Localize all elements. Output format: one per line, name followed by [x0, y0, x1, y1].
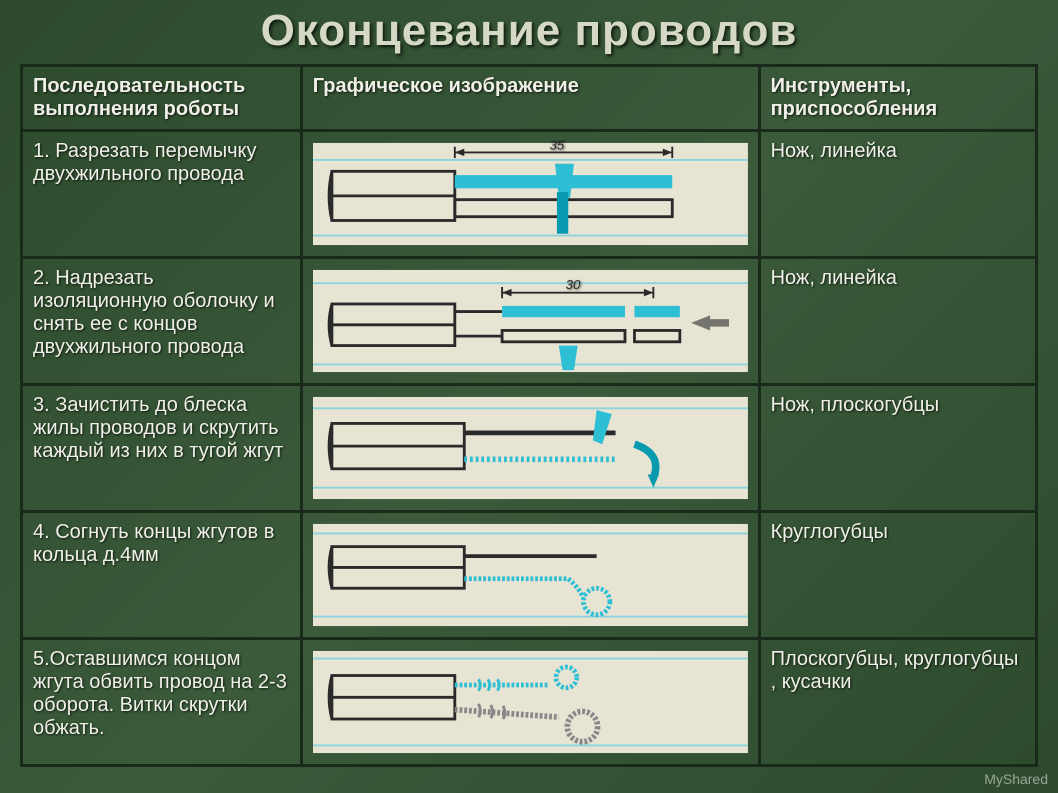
watermark: MyShared: [984, 771, 1048, 787]
step-text: 4. Согнуть концы жгутов в кольца д.4мм: [22, 512, 302, 639]
step-text: 3. Зачистить до блеска жилы проводов и с…: [22, 385, 302, 512]
table-row: 4. Согнуть концы жгутов в кольца д.4мм: [22, 512, 1037, 639]
diagram-step-3: [313, 394, 748, 502]
table-row: 3. Зачистить до блеска жилы проводов и с…: [22, 385, 1037, 512]
table-row: 5.Оставшимся концом жгута обвить провод …: [22, 639, 1037, 766]
header-graphic: Графическое изображение: [301, 66, 759, 131]
header-sequence: Последовательность выполнения роботы: [22, 66, 302, 131]
diagram-cell: [301, 512, 759, 639]
step-text: 1. Разрезать перемычку двухжильного пров…: [22, 131, 302, 258]
tools-text: Нож, линейка: [759, 258, 1036, 385]
step-text: 2. Надрезать изоляционную оболочку и сня…: [22, 258, 302, 385]
diagram-cell: [301, 385, 759, 512]
diagram-step-1: 35: [313, 140, 748, 248]
tools-text: Круглогубцы: [759, 512, 1036, 639]
tools-text: Плоскогубцы, круглогубцы , кусачки: [759, 639, 1036, 766]
svg-text:35: 35: [549, 140, 564, 153]
table-row: 1. Разрезать перемычку двухжильного пров…: [22, 131, 1037, 258]
header-tools: Инструменты, приспособления: [759, 66, 1036, 131]
tools-text: Нож, плоскогубцы: [759, 385, 1036, 512]
page-title: Оконцевание проводов: [0, 0, 1058, 64]
diagram-cell: [301, 639, 759, 766]
diagram-cell: 30: [301, 258, 759, 385]
diagram-step-5: [313, 648, 748, 756]
diagram-step-4: [313, 521, 748, 629]
steps-table: Последовательность выполнения роботы Гра…: [20, 64, 1038, 767]
table-row: 2. Надрезать изоляционную оболочку и сня…: [22, 258, 1037, 385]
svg-text:30: 30: [565, 277, 580, 292]
diagram-step-2: 30: [313, 267, 748, 375]
step-text: 5.Оставшимся концом жгута обвить провод …: [22, 639, 302, 766]
diagram-cell: 35: [301, 131, 759, 258]
tools-text: Нож, линейка: [759, 131, 1036, 258]
